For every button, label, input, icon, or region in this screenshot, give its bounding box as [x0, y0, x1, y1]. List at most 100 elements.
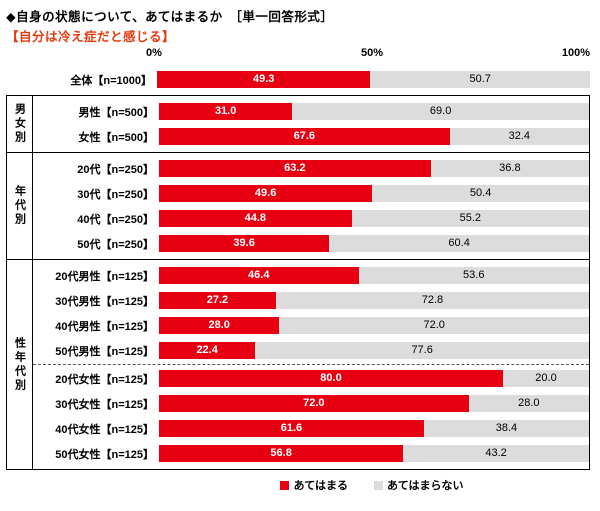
value-label: 20.0 [535, 372, 557, 384]
group-rows: 全体【n=1000】 49.3 50.7 [31, 64, 590, 95]
value-label: 61.6 [280, 422, 303, 434]
value-label: 49.6 [254, 187, 277, 199]
group-rows: 20代【n=250】 63.2 36.8 30代【n=250】 49.6 50.4 40代【… [33, 153, 589, 259]
chart-body: 全体【n=1000】 49.3 50.7 男女別 男性【n=500】 31.0 69.0 女性… [6, 64, 590, 470]
value-label: 72.0 [303, 397, 325, 409]
chart-row: 女性【n=500】 67.6 32.4 [33, 124, 589, 149]
stacked-bar: 56.8 43.2 [159, 445, 589, 462]
dashed-divider [33, 364, 589, 365]
bar-segment-あてはまらない: 53.6 [358, 267, 589, 284]
value-label: 53.6 [463, 269, 485, 281]
chart-row: 30代女性【n=125】 72.0 28.0 [33, 391, 589, 416]
value-label: 36.8 [499, 162, 521, 174]
stacked-bar: 27.2 72.8 [159, 292, 589, 309]
value-label: 27.2 [206, 294, 229, 306]
row-label: 20代【n=250】 [77, 163, 154, 176]
bar-segment-あてはまらない: 77.6 [255, 342, 589, 359]
bar-segment-あてはまる: 63.2 [159, 160, 431, 177]
row-label: 全体【n=1000】 [70, 74, 152, 87]
bar-segment-あてはまる: 56.8 [159, 445, 404, 462]
legend-spacer [6, 477, 154, 493]
axis-tick-50: 50% [360, 47, 384, 59]
row-label: 50代女性【n=125】 [55, 448, 154, 461]
row-label: 男性【n=500】 [78, 106, 155, 119]
row-label: 女性【n=500】 [78, 131, 155, 144]
stacked-bar: 31.0 69.0 [159, 103, 589, 120]
group-年代別: 年代別 20代【n=250】 63.2 36.8 30代【n=250】 49.6 50.4 4… [6, 152, 590, 260]
bar-segment-あてはまる: 28.0 [159, 317, 280, 334]
value-label: 39.6 [233, 237, 255, 249]
chart-row: 40代【n=250】 44.8 55.2 [33, 206, 589, 231]
group-label: 年代別 [7, 153, 33, 259]
stacked-bar: 61.6 38.4 [159, 420, 589, 437]
value-label: 46.4 [248, 269, 270, 281]
stacked-bar: 39.6 60.4 [159, 235, 589, 252]
row-label: 20代女性【n=125】 [55, 373, 154, 386]
group-性年代別: 性年代別 20代男性【n=125】 46.4 53.6 30代男性【n=125】 27.2… [6, 259, 590, 470]
group-total: 全体【n=1000】 49.3 50.7 [6, 64, 590, 95]
chart-row: 男性【n=500】 31.0 69.0 [33, 99, 589, 124]
bar-segment-あてはまらない: 72.8 [275, 292, 589, 309]
legend-swatch-icon [374, 480, 383, 490]
legend-item-1: あてはまらない [374, 477, 464, 493]
group-rows: 男性【n=500】 31.0 69.0 女性【n=500】 67.6 32.4 [33, 96, 589, 152]
page-subtitle: 【自分は冷え症だと感じる】 [6, 30, 176, 44]
bar-segment-あてはまらない: 36.8 [430, 160, 589, 177]
value-label: 22.4 [196, 344, 218, 356]
axis-tick-labels: 0% 50% 100% [146, 47, 590, 63]
bar-segment-あてはまる: 49.6 [159, 185, 373, 202]
chart-row: 30代男性【n=125】 27.2 72.8 [33, 288, 589, 313]
row-label: 40代男性【n=125】 [55, 320, 154, 333]
chart-row: 30代【n=250】 49.6 50.4 [33, 181, 589, 206]
axis-spacer [6, 47, 154, 63]
bar-segment-あてはまる: 72.0 [159, 395, 469, 412]
bar-segment-あてはまる: 22.4 [159, 342, 256, 359]
value-label: 49.3 [253, 73, 275, 85]
bar-segment-あてはまる: 49.3 [157, 71, 371, 88]
bar-segment-あてはまらない: 20.0 [503, 370, 589, 387]
row-label: 20代男性【n=125】 [55, 270, 154, 283]
bar-segment-あてはまらない: 60.4 [329, 235, 589, 252]
bar-segment-あてはまらない: 72.0 [279, 317, 589, 334]
row-label: 40代女性【n=125】 [55, 423, 154, 436]
axis-tick-0: 0% [146, 47, 162, 59]
stacked-bar: 63.2 36.8 [159, 160, 589, 177]
chart-row: 全体【n=1000】 49.3 50.7 [31, 67, 590, 92]
legend-swatch-icon [280, 480, 290, 490]
value-label: 72.0 [423, 319, 445, 331]
row-label: 50代男性【n=125】 [55, 345, 154, 358]
row-label: 30代男性【n=125】 [55, 295, 154, 308]
bar-segment-あてはまらない: 28.0 [468, 395, 589, 412]
row-label: 40代【n=250】 [77, 213, 154, 226]
bar-segment-あてはまる: 46.4 [159, 267, 359, 284]
bar-segment-あてはまる: 61.6 [159, 420, 424, 437]
value-label: 60.4 [448, 237, 470, 249]
bar-segment-あてはまらない: 43.2 [403, 445, 589, 462]
legend-label: あてはまる [293, 480, 348, 492]
bar-segment-あてはまらない: 50.7 [370, 71, 590, 88]
chart-row: 50代【n=250】 39.6 60.4 [33, 231, 589, 256]
value-label: 44.8 [244, 212, 267, 224]
group-label: 男女別 [7, 96, 33, 152]
value-label: 55.2 [459, 212, 482, 224]
value-label: 56.8 [270, 447, 292, 459]
bar-segment-あてはまらない: 55.2 [351, 210, 589, 227]
stacked-bar: 28.0 72.0 [159, 317, 589, 334]
bar-segment-あてはまる: 44.8 [159, 210, 352, 227]
stacked-bar: 72.0 28.0 [159, 395, 589, 412]
axis-tick-100: 100% [561, 47, 590, 59]
stacked-bar: 46.4 53.6 [159, 267, 589, 284]
value-label: 28.0 [518, 397, 540, 409]
value-label: 80.0 [320, 372, 342, 384]
row-label: 50代【n=250】 [77, 238, 154, 251]
value-label: 67.6 [293, 130, 316, 142]
stacked-bar: 22.4 77.6 [159, 342, 589, 359]
value-label: 38.4 [495, 422, 518, 434]
row-label: 30代【n=250】 [77, 188, 154, 201]
bar-segment-あてはまる: 80.0 [159, 370, 503, 387]
value-label: 69.0 [429, 105, 452, 117]
value-label: 77.6 [411, 344, 433, 356]
bar-segment-あてはまる: 31.0 [159, 103, 293, 120]
value-label: 28.0 [208, 319, 230, 331]
